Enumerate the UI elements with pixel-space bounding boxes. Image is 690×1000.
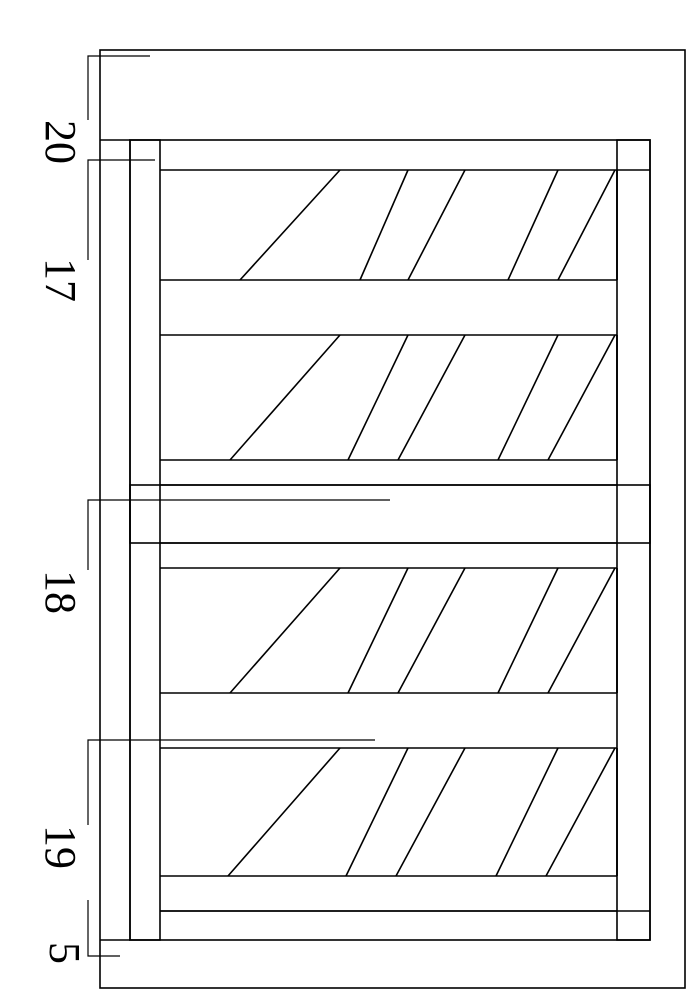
label-18: 18 bbox=[36, 570, 85, 614]
label-17: 17 bbox=[36, 258, 85, 302]
label-19: 19 bbox=[36, 825, 85, 869]
label-5: 5 bbox=[40, 942, 89, 964]
label-20: 20 bbox=[36, 120, 85, 164]
